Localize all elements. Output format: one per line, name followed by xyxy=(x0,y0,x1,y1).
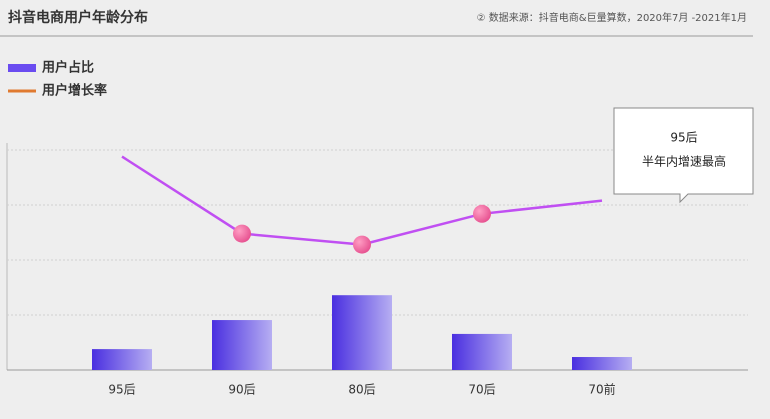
annotation-text: 半年内增速最高 xyxy=(642,154,726,169)
chart-title: 抖音电商用户年龄分布 xyxy=(8,9,148,26)
x-tick-label: 95后 xyxy=(108,383,135,397)
x-tick-label: 80后 xyxy=(348,383,375,397)
annotation-box xyxy=(613,107,754,204)
legend-swatch xyxy=(8,89,36,93)
legend-swatch xyxy=(8,64,36,72)
annotation: 95后 半年内增速最高 xyxy=(613,107,754,204)
bar xyxy=(572,357,632,370)
x-tick-label: 70前 xyxy=(588,382,615,397)
line-marker xyxy=(233,224,251,243)
line xyxy=(121,155,603,246)
line-marker xyxy=(353,235,371,254)
bar xyxy=(452,333,512,370)
x-tick-label: 70后 xyxy=(468,383,495,397)
annotation-text: 95后 xyxy=(670,131,697,145)
bar xyxy=(92,349,152,370)
plot: 95后 90后 80后 70后 70前 xyxy=(7,149,748,397)
source-note: ② 数据来源：抖音电商&巨量算数，2020年7月 -2021年1月 xyxy=(477,11,747,24)
x-tick-label: 90后 xyxy=(228,383,255,397)
bar xyxy=(212,320,272,370)
legend-label: 用户占比 xyxy=(41,60,94,76)
bar xyxy=(332,295,392,370)
line-marker xyxy=(473,204,491,223)
legend-label: 用户增长率 xyxy=(41,83,107,99)
